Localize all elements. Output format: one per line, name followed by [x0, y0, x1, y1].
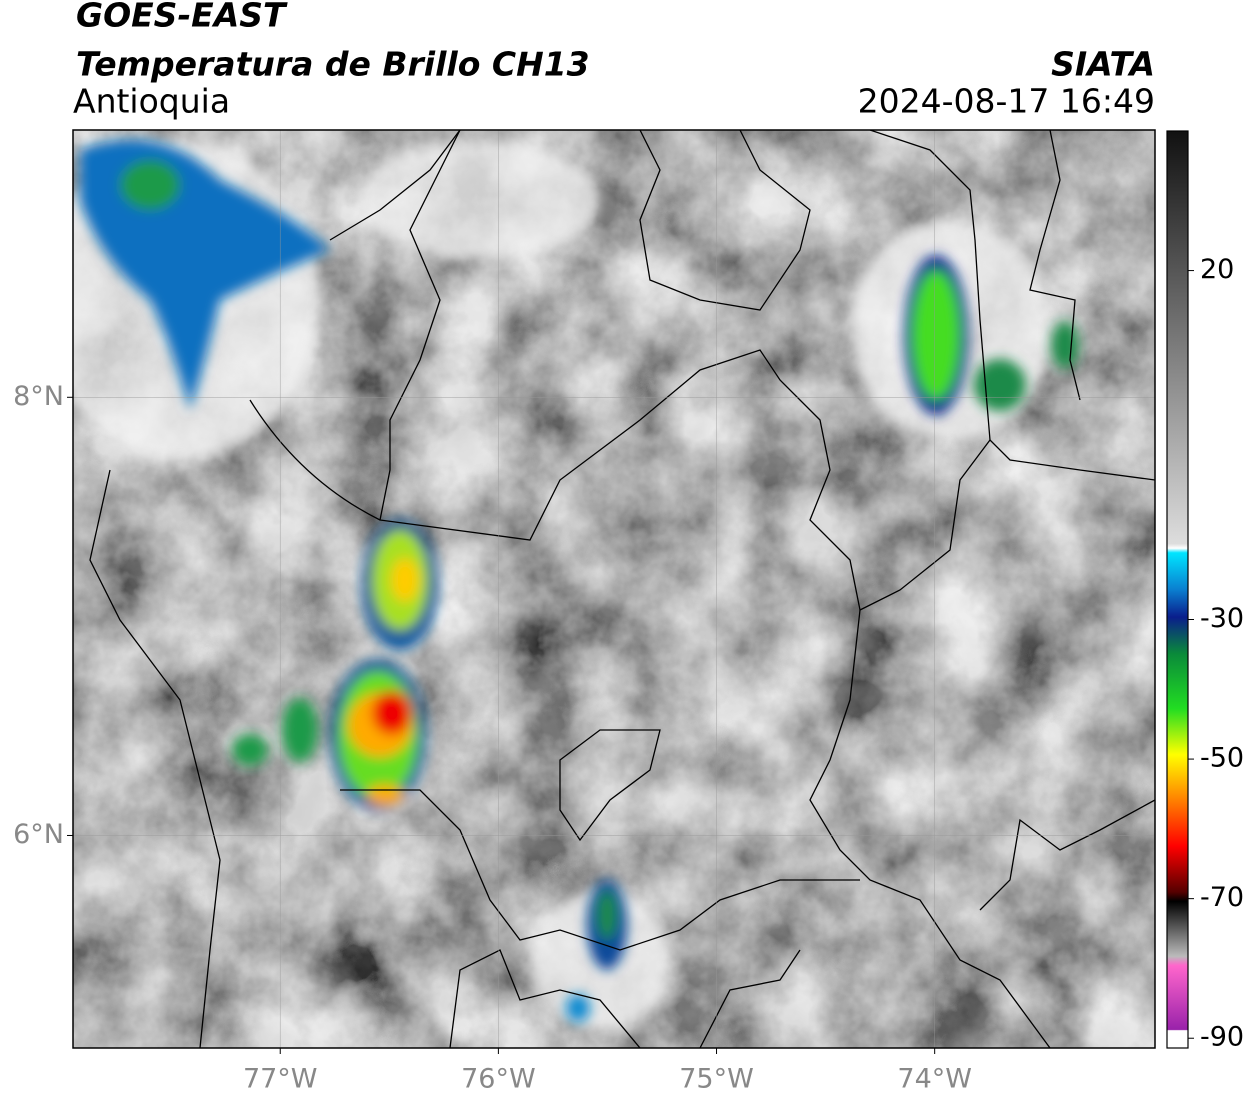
colorbar-tick-label: -50	[1200, 743, 1244, 774]
x-tick-label: 74°W	[897, 1064, 972, 1095]
y-tick-label: 6°N	[13, 819, 64, 850]
x-tick-label: 76°W	[461, 1064, 536, 1095]
satellite-image	[73, 130, 1155, 1048]
subtitle: Temperatura de Brillo CH13	[76, 45, 590, 84]
colorbar	[1166, 130, 1189, 1049]
region: Antioquia	[73, 82, 230, 121]
y-tick-label: 8°N	[13, 381, 64, 412]
map-frame	[72, 129, 1156, 1049]
colorbar-tick-label: -70	[1200, 882, 1244, 913]
x-tick-label: 77°W	[243, 1064, 318, 1095]
graticule	[73, 130, 1155, 1048]
timestamp: 2024-08-17 16:49	[858, 82, 1155, 121]
colorbar-tick-label: 20	[1200, 254, 1234, 285]
colorbar-tick-label: -30	[1200, 603, 1244, 634]
colorbar-tick-label: -90	[1200, 1022, 1244, 1053]
source: SIATA	[1051, 45, 1155, 84]
title: GOES-EAST	[76, 0, 288, 35]
x-tick-label: 75°W	[679, 1064, 754, 1095]
